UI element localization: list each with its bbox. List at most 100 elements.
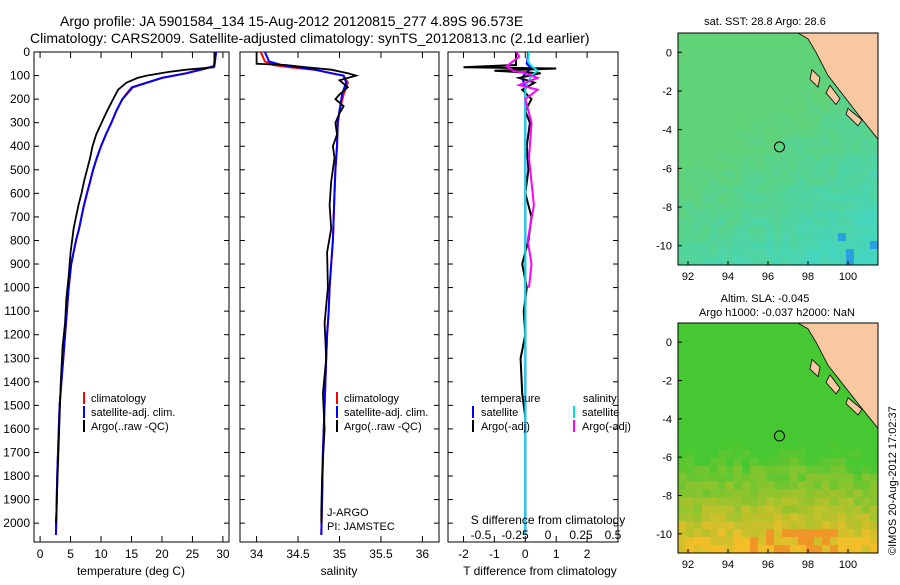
map-cell (718, 177, 727, 186)
map-cell (774, 73, 783, 82)
map-cell (718, 338, 727, 348)
map-cell (694, 41, 703, 50)
map-cell (862, 442, 871, 451)
map-cell (870, 209, 878, 218)
map-cell (702, 489, 711, 499)
map-cell (798, 33, 807, 42)
map-cell (742, 113, 751, 122)
y-tick-label: 1100 (4, 304, 30, 318)
map-cell (718, 449, 727, 459)
difference-xlabel: T difference from climatology (463, 564, 617, 578)
map-cell (782, 145, 791, 154)
map-cell (678, 489, 687, 499)
map-cell (838, 505, 847, 514)
map-cell (750, 402, 759, 411)
map-cell (766, 129, 775, 138)
map-cell (750, 465, 759, 475)
map-cell (782, 33, 791, 42)
map-cell (686, 545, 695, 553)
map-cell (814, 418, 823, 427)
map-cell (846, 497, 855, 506)
map-cell (774, 81, 783, 90)
map-cell (846, 161, 855, 170)
map-cell (734, 457, 743, 467)
map-cell (758, 497, 767, 506)
map-cell (702, 354, 711, 364)
jargo-annotation: J-ARGO (327, 507, 369, 519)
map-cell (742, 521, 751, 530)
map-cell (710, 323, 719, 332)
map-cell (758, 97, 767, 106)
map-cell (822, 153, 831, 162)
y-tick-label: 0 (666, 47, 672, 59)
map-cell (726, 362, 735, 372)
map-cell (766, 65, 775, 74)
map-cell (718, 225, 727, 234)
map-cell (702, 89, 711, 98)
map-cell (798, 209, 807, 218)
map-cell (814, 457, 823, 467)
map-cell (822, 81, 831, 90)
map-cell (862, 537, 871, 546)
map-cell (702, 209, 711, 218)
map-cell (750, 434, 759, 443)
s-tick-label: 0.25 (569, 528, 593, 542)
map-cell (854, 209, 863, 218)
map-cell (694, 545, 703, 553)
map-cell (766, 378, 775, 387)
map-cell (846, 513, 855, 522)
map-cell (798, 442, 807, 451)
y-tick-label: 2000 (3, 516, 30, 530)
map-cell (758, 41, 767, 50)
map-cell (702, 465, 711, 475)
map-cell (798, 121, 807, 130)
map-cell (726, 49, 735, 58)
map-cell (766, 113, 775, 122)
map-cell (806, 185, 815, 194)
x-tick-label: 30 (216, 547, 230, 561)
map-cell (686, 378, 695, 387)
map-cell (726, 89, 735, 98)
map-cell (686, 177, 695, 186)
map-cell (782, 402, 791, 411)
map-cell (846, 457, 855, 467)
map-cell (734, 217, 743, 226)
map-cell (774, 330, 783, 340)
x-tick-label: 10 (94, 547, 108, 561)
map-cell (726, 386, 735, 395)
map-cell (702, 481, 711, 491)
map-cell (798, 323, 807, 332)
map-cell (798, 73, 807, 82)
map-cell (758, 225, 767, 234)
map-cell (774, 145, 783, 154)
map-cell (750, 442, 759, 451)
map-cell (822, 529, 831, 538)
map-cell (790, 49, 799, 58)
map-cell (806, 233, 815, 242)
map-cell (806, 89, 815, 98)
map-cell (702, 121, 711, 130)
map-cell (798, 145, 807, 154)
map-cell (710, 378, 719, 387)
map-cell (806, 169, 815, 178)
map-cell (766, 346, 775, 356)
map-cell (782, 442, 791, 451)
map-cell (678, 105, 687, 114)
map-cell (806, 497, 815, 506)
legend-title-temperature: temperature (481, 393, 540, 405)
map-cell (854, 145, 863, 154)
map-cell (790, 217, 799, 226)
map-cell (734, 505, 743, 514)
map-cell (734, 185, 743, 194)
map-cell (686, 73, 695, 82)
map-cell (790, 354, 799, 364)
map-cell (774, 386, 783, 395)
map-cell (870, 153, 878, 162)
map-cell (678, 529, 687, 538)
map-cell (838, 177, 847, 186)
map-cell (710, 257, 719, 265)
map-cell (838, 233, 847, 242)
map-cell (822, 434, 831, 443)
map-cell (838, 161, 847, 170)
map-cell (694, 145, 703, 154)
